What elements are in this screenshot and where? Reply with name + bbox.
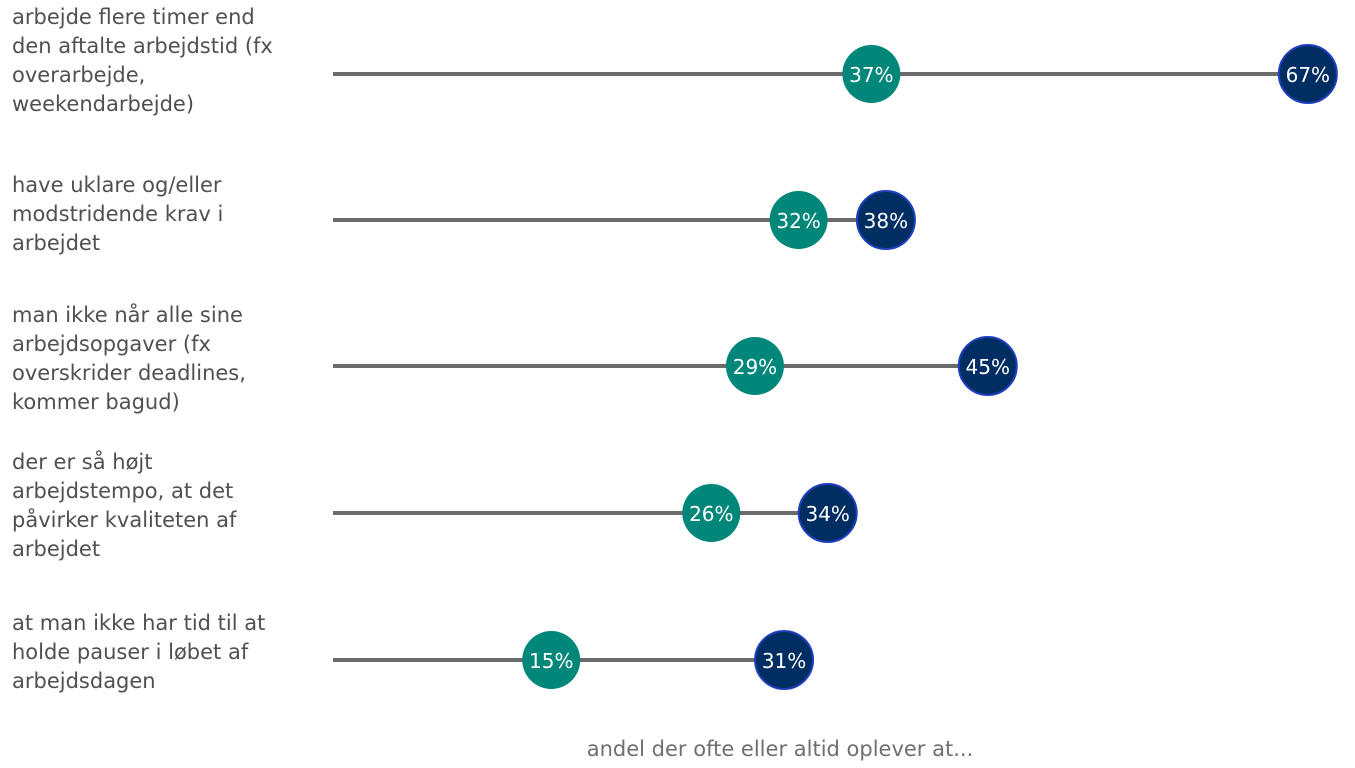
data-point-series-1 [522,631,581,689]
data-point-series-1 [682,484,741,542]
data-label: 26% [689,502,733,526]
data-point-series-1 [725,337,784,395]
x-axis-label: andel der ofte eller altid oplever at... [586,737,974,761]
category-label: arbejde flere timer end den aftalte arbe… [12,5,273,116]
data-point-series-1 [769,191,828,249]
data-label: 38% [864,209,908,233]
category-label: man ikke når alle sine arbejdsopgaver (f… [12,303,246,414]
data-label: 31% [762,649,806,673]
data-point-series-2 [957,336,1018,396]
category-label: have uklare og/eller modstridende krav i… [12,173,224,255]
data-point-series-2 [855,190,916,250]
data-label: 15% [529,649,573,673]
data-point-series-2 [797,483,858,543]
data-label: 67% [1286,63,1330,87]
category-label: at man ikke har tid til at holde pauser … [12,611,266,693]
data-label: 37% [849,63,893,87]
data-label: 45% [966,355,1010,379]
category-label: der er så højt arbejdstempo, at det påvi… [12,450,237,561]
data-label: 34% [805,502,849,526]
data-point-series-2 [1277,44,1338,104]
data-point-series-1 [842,45,901,103]
data-label: 29% [733,355,777,379]
data-point-series-2 [754,630,815,690]
data-label: 32% [776,209,820,233]
